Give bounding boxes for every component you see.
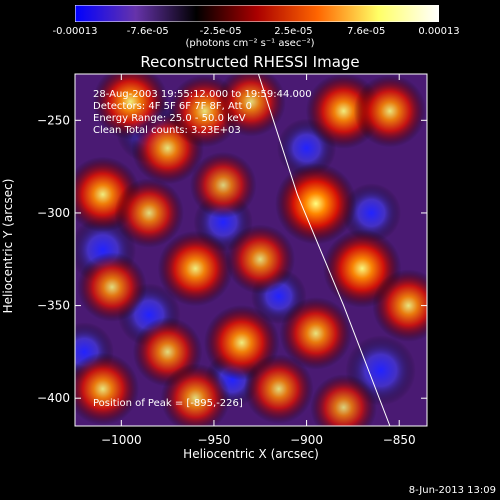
x-axis-label: Heliocentric X (arcsec) — [183, 447, 319, 461]
annotation-peak: Position of Peak = [-895,-226] — [93, 398, 243, 409]
annotation-energy: Energy Range: 25.0 - 50.0 keV — [93, 113, 246, 124]
heatmap-hot-spot — [225, 224, 296, 295]
footer-date: 8-Jun-2013 13:09 — [408, 485, 496, 496]
colorbar-units: (photons cm⁻² s⁻¹ asec⁻²) — [185, 38, 315, 49]
x-tick-label: −950 — [197, 433, 230, 447]
colorbar-tick-label: 2.5e-05 — [274, 26, 313, 37]
annotation-detectors: Detectors: 4F 5F 6F 7F 8F, Att 0 — [93, 101, 253, 112]
heatmap-hot-spot — [189, 151, 257, 219]
heatmap-hot-spot — [353, 74, 427, 148]
heatmap-hot-spot — [157, 230, 234, 307]
heatmap-hot-spot — [75, 352, 140, 426]
colorbar-tick-label: -0.00013 — [52, 26, 98, 37]
heatmap-hot-spot — [160, 363, 231, 426]
solar-limb-line — [257, 74, 391, 426]
y-tick-label: −400 — [37, 391, 70, 405]
colorbar — [75, 5, 439, 22]
colorbar-tick-label: 7.6e-05 — [346, 26, 386, 37]
plot-frame — [74, 73, 428, 427]
annotation-method: Clean Total counts: 3.23E+03 — [93, 125, 241, 136]
heatmap-hot-spot — [216, 74, 286, 137]
heatmap-hot-spot — [77, 252, 147, 322]
y-tick-label: −350 — [37, 299, 70, 313]
y-tick-label: −300 — [37, 206, 70, 220]
colorbar-tick-label: -2.5e-05 — [199, 26, 242, 37]
colorbar-tick-label: 0.00013 — [418, 26, 460, 37]
heatmap-image — [75, 74, 427, 426]
heatmap-hot-spot — [279, 297, 353, 370]
heatmap-hot-spot — [275, 162, 357, 245]
x-tick-label: −900 — [290, 433, 323, 447]
x-tick-label: −850 — [383, 433, 416, 447]
heatmap-hot-spot — [114, 178, 184, 248]
chart-title: Reconstructed RHESSI Image — [140, 53, 360, 71]
x-tick-label: −1000 — [101, 433, 142, 447]
y-tick-label: −250 — [37, 113, 70, 127]
heatmap-hot-spot — [372, 269, 427, 342]
colorbar-tick-label: -7.6e-05 — [126, 26, 169, 37]
heatmap-hot-spot — [243, 354, 314, 424]
annotation-time: 28-Aug-2003 19:55:12.000 to 19:59:44.000 — [93, 89, 312, 100]
heatmap-cold-spot — [341, 183, 402, 243]
heatmap-hot-spot — [310, 374, 377, 426]
